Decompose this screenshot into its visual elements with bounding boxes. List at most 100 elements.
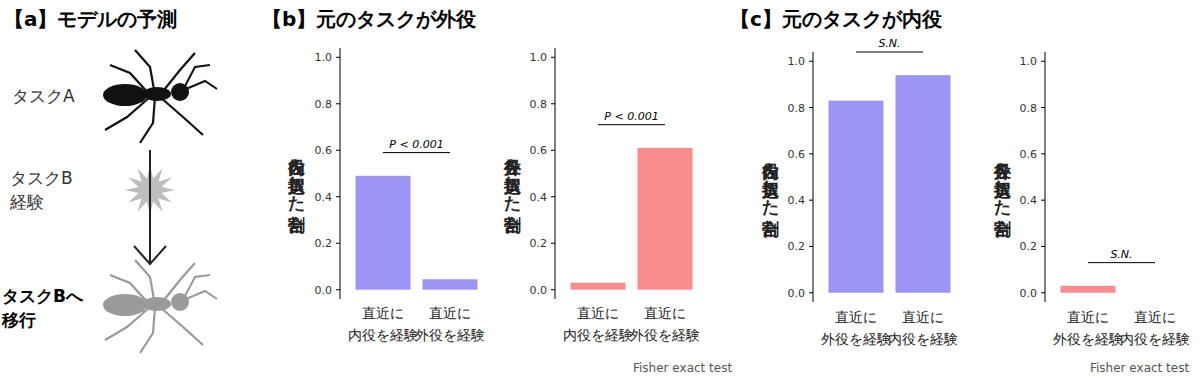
ant-antenna — [185, 275, 217, 299]
y-tick — [551, 196, 555, 197]
bar — [571, 283, 626, 290]
y-tick-label: 0.0 — [1020, 287, 1038, 300]
y-tick-label: 0.6 — [315, 144, 333, 157]
comparison-bracket — [383, 152, 450, 153]
category-label: 直近に外役を経験 — [1053, 309, 1123, 347]
text-line: 直近に — [429, 305, 471, 321]
text-line: 内役を経験 — [888, 331, 958, 347]
y-tick — [809, 246, 813, 247]
y-tick-label: 0.4 — [1020, 194, 1038, 207]
y-axis-label: 外役を選択した割合 — [993, 149, 1013, 238]
category-label: 直近に内役を経験 — [1120, 309, 1190, 347]
panel-title: 【a】モデルの予測 — [4, 7, 178, 31]
y-tick — [551, 57, 555, 58]
comparison-bracket — [1088, 262, 1155, 263]
y-tick-label: 0.6 — [1020, 148, 1038, 161]
figure: 【a】モデルの予測タスクAタスクB経験タスクBへ移行【b】元のタスクが外役【c】… — [0, 0, 1200, 378]
arrow — [149, 150, 151, 262]
y-tick — [551, 103, 555, 104]
category-label: 直近に外役を経験 — [821, 309, 891, 347]
y-axis — [340, 48, 341, 299]
bar — [896, 75, 951, 293]
y-axis-label: 内役を選択した割合 — [287, 145, 307, 234]
category-label: 直近に内役を経験 — [888, 309, 958, 347]
text-line: 外役を経験 — [630, 327, 700, 343]
y-tick-label: 0.0 — [788, 287, 806, 300]
bars — [1061, 286, 1116, 293]
y-tick-label: 0.4 — [788, 194, 806, 207]
y-tick — [1041, 153, 1045, 154]
text-line: 直近に — [644, 305, 686, 321]
bars — [571, 148, 693, 290]
comparison-bracket — [598, 124, 665, 125]
text-line: 直近に — [902, 309, 944, 325]
y-tick — [809, 200, 813, 201]
panel-title: 【b】元のタスクが外役 — [262, 7, 477, 31]
text-line: 直近に — [577, 305, 619, 321]
category-label: 直近に外役を経験 — [630, 305, 700, 343]
y-tick-label: 0.8 — [315, 98, 333, 111]
y-tick-label: 0.6 — [530, 144, 548, 157]
y-tick-label: 0.2 — [315, 237, 333, 250]
bar — [1061, 286, 1116, 293]
comparison-bracket — [856, 52, 923, 53]
text-line: 経験 — [9, 192, 44, 212]
ant-leg — [140, 97, 155, 143]
category-label: 直近に内役を経験 — [563, 305, 633, 343]
y-tick-label: 1.0 — [788, 55, 806, 68]
bar — [356, 176, 411, 290]
ant-leg — [140, 307, 155, 353]
bar — [638, 148, 693, 290]
y-tick-label: 1.0 — [315, 51, 333, 64]
y-tick — [336, 150, 340, 151]
bar-chart: 0.00.20.40.60.81.0外役を選択した割合直近に内役を経験直近に外役… — [503, 48, 700, 343]
comparison-label: P < 0.001 — [604, 110, 658, 123]
bar-chart: 0.0 0.2 0.4 0.6 0.8 1.0 外役を選択した割合直近に外役を経験直近に内役… — [993, 52, 1190, 347]
y-tick — [809, 153, 813, 154]
y-tick — [1041, 292, 1045, 293]
y-tick-label: 1.0 — [1020, 55, 1038, 68]
y-axis-label: 外役を選択した割合 — [503, 145, 523, 234]
y-tick-label: 0.2 — [1020, 240, 1038, 253]
arrow-head — [134, 246, 166, 264]
y-tick-label: 0.8 — [1020, 102, 1038, 115]
y-tick-label: 0.6 — [788, 148, 806, 161]
text-line: 直近に — [1134, 309, 1176, 325]
ant-leg — [160, 307, 203, 345]
y-tick — [551, 150, 555, 151]
text-line: 直近に — [835, 309, 877, 325]
ant-head — [171, 293, 189, 311]
y-tick — [1041, 107, 1045, 108]
y-tick — [551, 243, 555, 244]
y-tick-label: 0.8 — [530, 98, 548, 111]
y-tick — [336, 243, 340, 244]
bars — [356, 176, 478, 290]
text-line: 内役を経験 — [348, 327, 418, 343]
comparison-label: S.N. — [1110, 248, 1132, 261]
text-line: 外役を経験 — [415, 327, 485, 343]
y-tick — [336, 289, 340, 290]
bar — [1128, 292, 1183, 293]
y-tick — [336, 103, 340, 104]
text-line: 外役を経験 — [821, 331, 891, 347]
y-tick-label: 0.8 — [788, 102, 806, 115]
text-line: 内役を経験 — [563, 327, 633, 343]
y-tick — [1041, 246, 1045, 247]
y-tick — [551, 289, 555, 290]
y-tick-label: 0.0 — [530, 284, 548, 297]
text-line: 直近に — [362, 305, 404, 321]
text-line: 直近に — [1067, 309, 1109, 325]
y-tick — [1041, 61, 1045, 62]
panel-title: 【c】元のタスクが内役 — [730, 7, 943, 31]
comparison-label: P < 0.001 — [389, 138, 443, 151]
ant-gaster — [103, 294, 147, 316]
y-tick-label: 0.4 — [315, 191, 333, 204]
text-line: タスクBへ — [2, 286, 84, 306]
y-axis — [1045, 52, 1046, 302]
y-tick — [336, 57, 340, 58]
y-tick-label: 0.4 — [530, 191, 548, 204]
ant-grey — [103, 260, 217, 353]
y-axis — [813, 52, 814, 302]
y-tick-label: 0.2 — [530, 237, 548, 250]
bar-chart: 0.00.20.40.60.81.0内役を選択した割合直近に内役を経験直近に外役… — [287, 48, 485, 343]
